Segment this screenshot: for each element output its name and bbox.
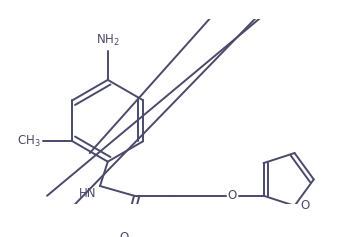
Text: NH$_2$: NH$_2$	[96, 33, 120, 48]
Text: CH$_3$: CH$_3$	[17, 134, 40, 149]
Text: O: O	[301, 199, 310, 212]
Text: HN: HN	[79, 187, 96, 200]
Text: O: O	[228, 189, 237, 202]
Text: O: O	[120, 231, 129, 237]
